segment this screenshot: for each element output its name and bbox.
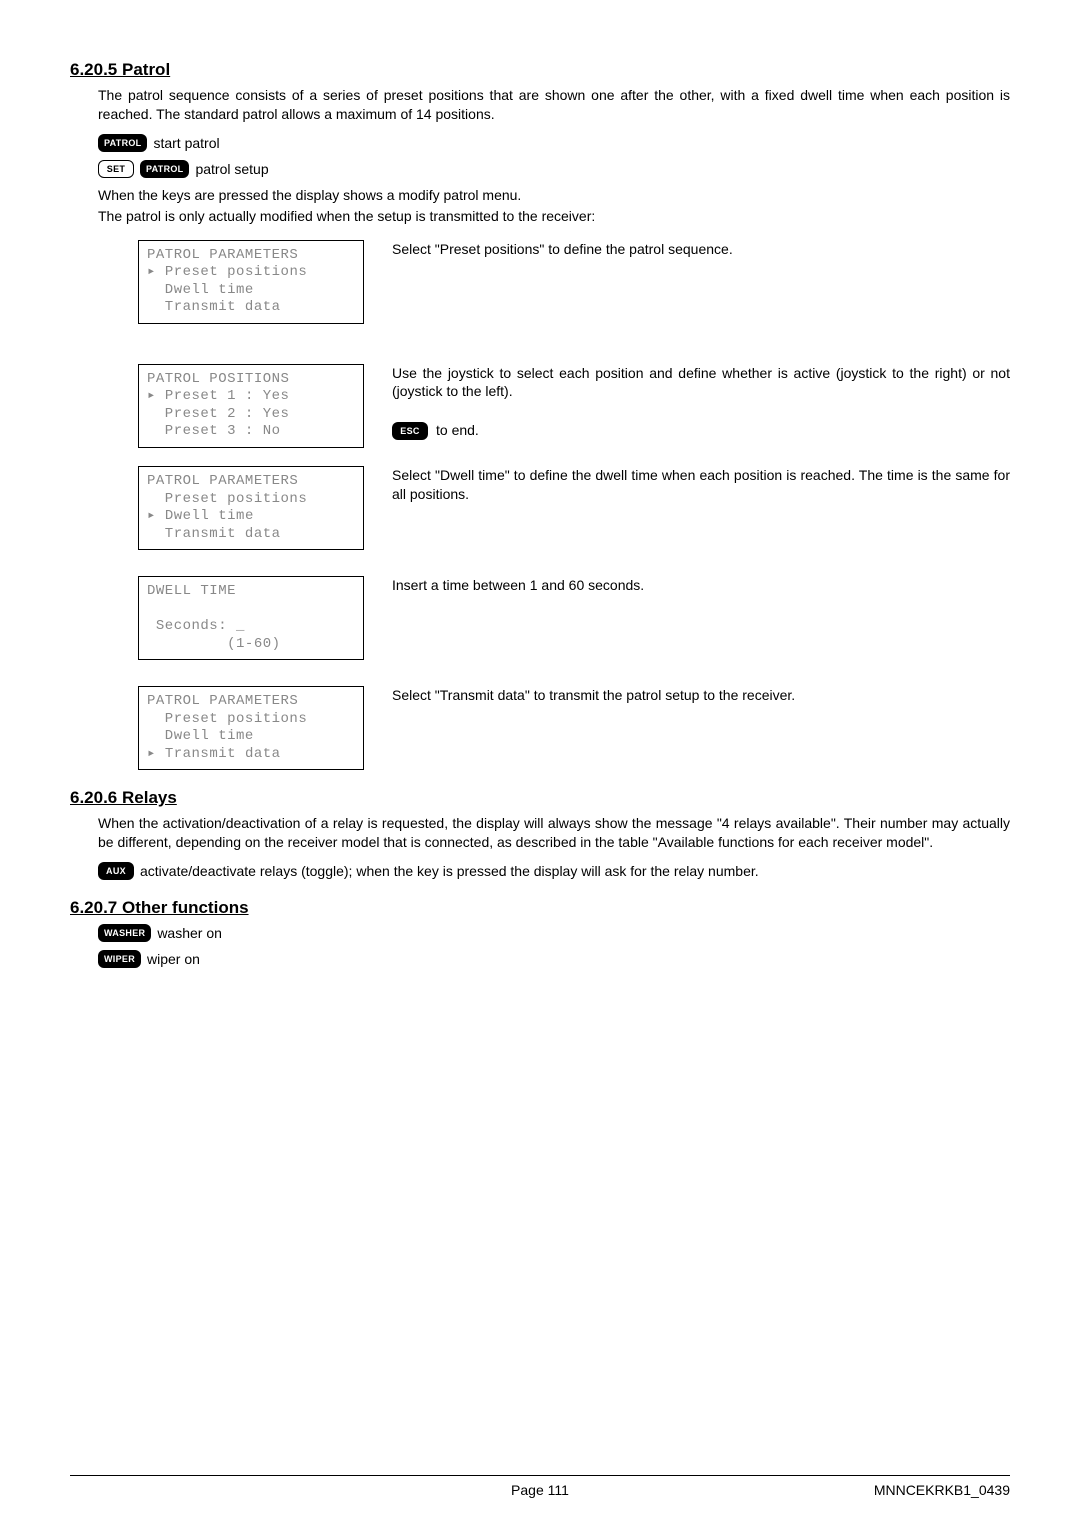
patrol-setup-line: SET PATROL patrol setup <box>98 160 1010 178</box>
esc-key-icon: ESC <box>392 422 428 440</box>
patrol-note1: When the keys are pressed the display sh… <box>98 186 1010 205</box>
lcd-dwell-time: DWELL TIME Seconds: _ (1-60) <box>138 576 364 660</box>
esc-text: to end. <box>436 421 479 440</box>
patrol-note2: The patrol is only actually modified whe… <box>98 207 1010 226</box>
section-relays: 6.20.6 Relays When the activation/deacti… <box>70 788 1010 880</box>
desc-params-dwell: Select "Dwell time" to define the dwell … <box>392 466 1010 504</box>
patrol-key-icon-2: PATROL <box>140 160 189 178</box>
other-heading: 6.20.7 Other functions <box>70 898 1010 918</box>
desc-dwell-time: Insert a time between 1 and 60 seconds. <box>392 576 1010 595</box>
lcd-params-dwell: PATROL PARAMETERS Preset positions ▸ Dwe… <box>138 466 364 550</box>
esc-line: ESC to end. <box>392 421 1010 440</box>
aux-line: AUX activate/deactivate relays (toggle);… <box>98 862 1010 880</box>
footer-doc: MNNCEKRKB1_0439 <box>697 1482 1010 1498</box>
relays-heading: 6.20.6 Relays <box>70 788 1010 808</box>
desc-positions-text: Use the joystick to select each position… <box>392 364 1010 402</box>
footer-row: Page 111 MNNCEKRKB1_0439 <box>70 1482 1010 1498</box>
washer-key-icon: WASHER <box>98 924 151 942</box>
lcd-params-preset: PATROL PARAMETERS ▸ Preset positions Dwe… <box>138 240 364 324</box>
patrol-key-icon: PATROL <box>98 134 147 152</box>
patrol-intro: The patrol sequence consists of a series… <box>98 86 1010 124</box>
lcd-params-transmit: PATROL PARAMETERS Preset positions Dwell… <box>138 686 364 770</box>
aux-text: activate/deactivate relays (toggle); whe… <box>140 863 759 879</box>
screen-row-5: PATROL PARAMETERS Preset positions Dwell… <box>138 686 1010 770</box>
set-key-icon: SET <box>98 160 134 178</box>
section-other: 6.20.7 Other functions WASHER washer on … <box>70 898 1010 968</box>
wiper-key-icon: WIPER <box>98 950 141 968</box>
wiper-line: WIPER wiper on <box>98 950 1010 968</box>
footer-left <box>70 1482 383 1498</box>
desc-params-transmit: Select "Transmit data" to transmit the p… <box>392 686 1010 705</box>
wiper-text: wiper on <box>147 951 200 967</box>
section-patrol: 6.20.5 Patrol The patrol sequence consis… <box>70 60 1010 770</box>
footer-rule <box>70 1475 1010 1476</box>
desc-positions: Use the joystick to select each position… <box>392 364 1010 453</box>
page-footer: Page 111 MNNCEKRKB1_0439 <box>70 1475 1010 1498</box>
washer-line: WASHER washer on <box>98 924 1010 942</box>
patrol-setup-label: patrol setup <box>195 161 268 177</box>
screen-row-3: PATROL PARAMETERS Preset positions ▸ Dwe… <box>138 466 1010 550</box>
screen-row-4: DWELL TIME Seconds: _ (1-60) Insert a ti… <box>138 576 1010 660</box>
start-patrol-line: PATROL start patrol <box>98 134 1010 152</box>
start-patrol-label: start patrol <box>153 135 219 151</box>
footer-page: Page 111 <box>383 1482 696 1498</box>
desc-params-preset: Select "Preset positions" to define the … <box>392 240 1010 259</box>
patrol-heading: 6.20.5 Patrol <box>70 60 1010 80</box>
screen-row-1: PATROL PARAMETERS ▸ Preset positions Dwe… <box>138 240 1010 324</box>
aux-key-icon: AUX <box>98 862 134 880</box>
washer-text: washer on <box>157 925 222 941</box>
lcd-positions: PATROL POSITIONS ▸ Preset 1 : Yes Preset… <box>138 364 364 448</box>
screen-row-2: PATROL POSITIONS ▸ Preset 1 : Yes Preset… <box>138 364 1010 453</box>
relays-intro: When the activation/deactivation of a re… <box>98 814 1010 852</box>
